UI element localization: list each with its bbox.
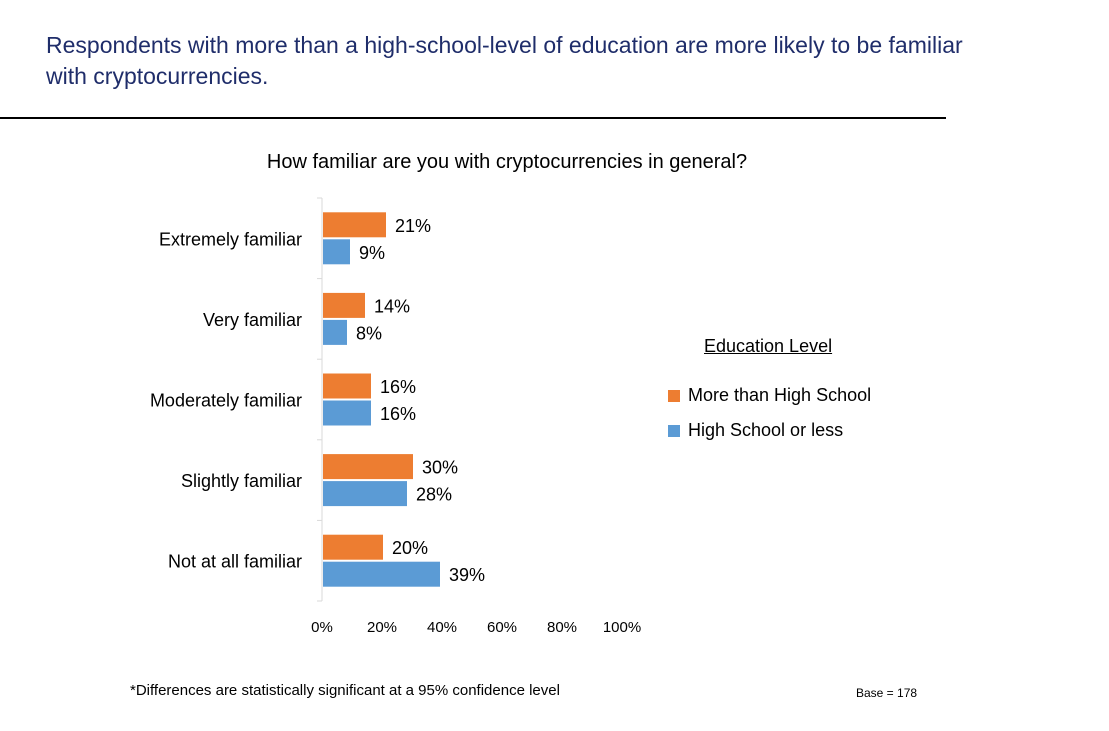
bar-more-than-high-school	[323, 292, 365, 318]
category-label: Not at all familiar	[168, 552, 302, 572]
bar-more-than-high-school	[323, 454, 413, 480]
category-label: Very familiar	[203, 310, 302, 330]
category-label: Extremely familiar	[159, 229, 302, 249]
legend-swatch-blue	[668, 424, 680, 437]
category-label: Moderately familiar	[150, 391, 302, 411]
bar-high-school-or-less	[323, 561, 440, 587]
x-tick-label: 60%	[487, 619, 517, 636]
data-label: 20%	[392, 538, 428, 558]
base-count: Base = 178	[856, 686, 918, 700]
data-label: 21%	[395, 216, 431, 236]
bar-high-school-or-less	[323, 239, 350, 265]
bar-more-than-high-school	[323, 212, 386, 238]
x-tick-label: 40%	[427, 619, 457, 636]
legend-label: More than High School	[688, 385, 872, 405]
x-tick-label: 80%	[547, 619, 577, 636]
data-label: 28%	[416, 485, 452, 505]
category-label: Slightly familiar	[181, 471, 302, 491]
data-label: 9%	[359, 243, 385, 263]
data-label: 14%	[374, 296, 410, 316]
x-tick-label: 0%	[311, 619, 333, 636]
bar-high-school-or-less	[323, 481, 407, 507]
legend-swatch-orange	[668, 389, 680, 402]
bar-more-than-high-school	[323, 373, 371, 399]
footnote: *Differences are statistically significa…	[130, 682, 560, 699]
data-label: 39%	[449, 565, 485, 585]
x-tick-label: 100%	[603, 619, 641, 636]
legend-item-high-school-or-less: High School or less	[666, 413, 926, 448]
data-label: 8%	[356, 323, 382, 343]
x-tick-label: 20%	[367, 619, 397, 636]
legend-title: Education Level	[704, 336, 833, 356]
legend-item-more-than-high-school: More than High School	[666, 378, 926, 413]
headline: Respondents with more than a high-school…	[46, 32, 963, 89]
bar-high-school-or-less	[323, 319, 347, 345]
legend-label: High School or less	[688, 420, 844, 440]
data-label: 16%	[380, 377, 416, 397]
divider-line	[0, 117, 946, 119]
bar-more-than-high-school	[323, 534, 383, 560]
legend: Education Level More than High School Hi…	[666, 336, 926, 448]
data-label: 30%	[422, 458, 458, 478]
chart-title: How familiar are you with cryptocurrenci…	[266, 151, 748, 173]
data-label: 16%	[380, 404, 416, 424]
bar-high-school-or-less	[323, 400, 371, 426]
